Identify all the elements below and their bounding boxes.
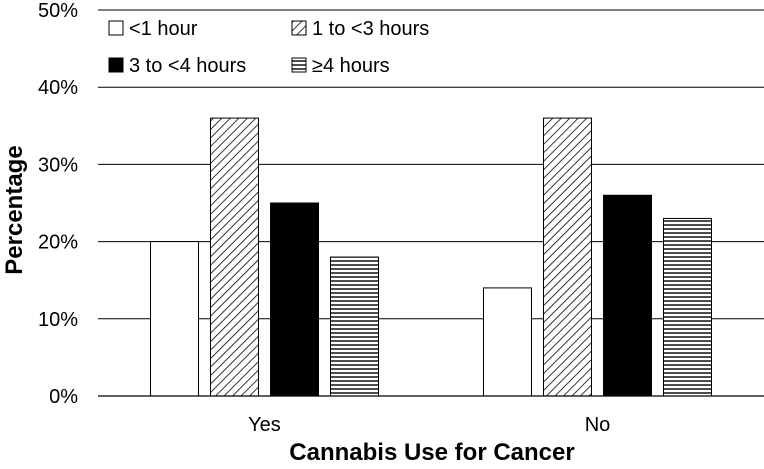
bar — [603, 194, 652, 397]
y-tick-label: 30% — [38, 154, 78, 176]
bar — [543, 117, 592, 397]
x-tick-label: Yes — [248, 414, 281, 436]
y-tick-label: 40% — [38, 77, 78, 99]
bar — [483, 287, 532, 397]
bar — [270, 202, 319, 397]
x-tick-label: No — [585, 414, 611, 436]
legend-swatch — [291, 20, 307, 36]
legend-swatch — [108, 20, 124, 36]
bar — [210, 117, 259, 397]
legend-label: 1 to <3 hours — [312, 18, 429, 40]
y-tick-label: 20% — [38, 232, 78, 254]
legend-label: <1 hour — [129, 18, 198, 40]
legend: <1 hour 1 to <3 hours 3 to <4 hours ≥4 hour… — [108, 18, 429, 77]
legend-label: ≥4 hours — [312, 55, 390, 77]
bar — [663, 217, 712, 397]
x-axis-title: Cannabis Use for Cancer — [289, 439, 574, 464]
y-tick-label: 0% — [49, 386, 78, 408]
y-tick-label: 10% — [38, 309, 78, 331]
bar — [150, 241, 199, 397]
y-axis-title: Percentage — [1, 145, 28, 274]
legend-swatch — [291, 57, 307, 73]
legend-swatch — [108, 57, 124, 73]
y-tick-label: 50% — [38, 0, 78, 22]
bar — [330, 256, 379, 397]
legend-label: 3 to <4 hours — [129, 55, 246, 77]
